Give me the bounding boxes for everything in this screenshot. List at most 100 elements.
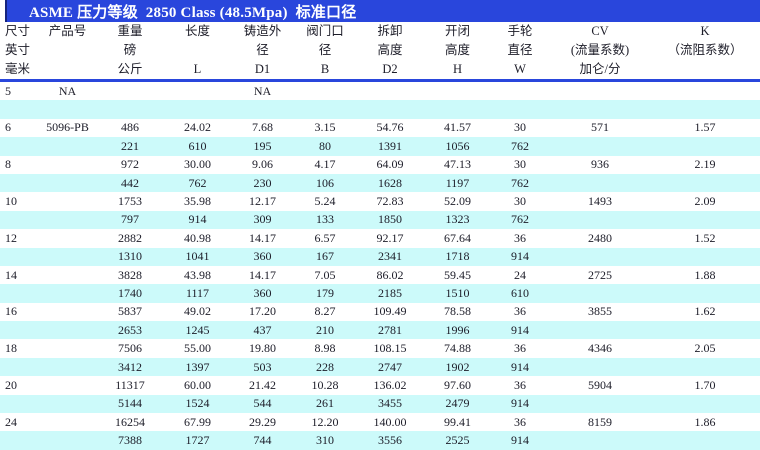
table-cell: 1628 xyxy=(378,175,402,190)
table-cell xyxy=(95,81,165,101)
table-cell: 1718 xyxy=(445,249,470,264)
table-cell: 133 xyxy=(316,212,334,227)
table-cell xyxy=(550,211,650,229)
table-row: 14 3828 43.98 14.17 7.05 86.02 59.45 24 2725 1.88 xyxy=(0,266,760,284)
table-cell xyxy=(40,284,95,302)
header-row: 尺寸 英寸 毫米 产品号 重量磅公斤 长度 L 铸造外径 D1 阀门口径 B 拆卸 高度 D2 开闭 高度 H 手… xyxy=(0,22,760,81)
table-cell: 5904 xyxy=(588,377,612,392)
table-cell: 16 xyxy=(5,304,17,319)
table-cell xyxy=(40,321,95,339)
table-cell: 47.13 xyxy=(444,157,471,172)
table-cell: 1510 xyxy=(445,285,470,300)
table-cell: 5837 xyxy=(118,304,142,319)
table-cell xyxy=(550,100,650,118)
col-header-line: 尺寸 xyxy=(5,24,31,38)
table-cell xyxy=(550,81,650,101)
table-cell xyxy=(40,358,95,376)
table-cell: 1753 xyxy=(118,194,142,209)
table-cell: 43.98 xyxy=(184,267,211,282)
col-header-line: 毫米 xyxy=(5,62,31,76)
table-cell xyxy=(165,100,230,118)
table-cell: 17.20 xyxy=(249,304,276,319)
table-cell: 1.57 xyxy=(694,120,716,135)
table-cell: 67.64 xyxy=(444,230,471,245)
table-cell: 8159 xyxy=(588,414,612,429)
table-cell: 74.88 xyxy=(444,341,471,356)
table-cell: 3855 xyxy=(588,304,612,319)
table-cell xyxy=(40,156,95,174)
table-cell xyxy=(355,81,425,101)
col-header-length: 长度 L xyxy=(165,22,230,81)
table-cell xyxy=(40,100,95,118)
table-cell: 140.00 xyxy=(373,414,407,429)
table-cell: 544 xyxy=(253,396,272,411)
table-cell: 16254 xyxy=(115,414,145,429)
table-row: 10 1753 35.98 12.17 5.24 72.83 52.09 30 1493 2.09 xyxy=(0,192,760,210)
col-header-line: 高度 xyxy=(377,43,403,57)
table-cell: 221 xyxy=(121,138,139,153)
col-header-line: D2 xyxy=(382,62,398,76)
table-cell: 54.76 xyxy=(376,120,404,135)
table-cell: 442 xyxy=(121,175,139,190)
table-cell xyxy=(650,100,760,118)
table-cell: 8.98 xyxy=(314,341,336,356)
table-cell: 67.99 xyxy=(184,414,211,429)
table-cell: 2.05 xyxy=(694,341,716,356)
table-cell: 1397 xyxy=(185,359,210,374)
table-cell xyxy=(40,413,95,431)
col-header-handwheel-dia: 手轮 直径 W xyxy=(490,22,550,81)
table-cell: 30 xyxy=(514,120,526,135)
col-header-line: W xyxy=(514,62,526,76)
table-cell xyxy=(0,431,40,450)
table-cell: 10 xyxy=(5,194,17,209)
table-cell: 78.58 xyxy=(444,304,471,319)
table-cell: 41.57 xyxy=(444,120,471,135)
table-cell: 1056 xyxy=(445,138,470,153)
table-cell: 2653 xyxy=(118,322,142,337)
table-cell: 80 xyxy=(319,138,331,153)
table-cell: 1245 xyxy=(185,322,210,337)
table-cell: 2479 xyxy=(445,396,470,411)
table-cell: 1850 xyxy=(378,212,402,227)
col-header-line: H xyxy=(452,62,463,76)
col-header-line: (流量系数) xyxy=(570,43,630,57)
table-cell: 914 xyxy=(511,359,529,374)
col-header-line: 拆卸 xyxy=(377,24,403,38)
col-header-line: 直径 xyxy=(507,43,533,57)
table-cell: 2882 xyxy=(118,230,142,245)
table-cell: 1041 xyxy=(185,249,210,264)
table-cell: 762 xyxy=(511,212,529,227)
table-cell: 230 xyxy=(253,175,272,190)
table-cell: 360 xyxy=(253,285,272,300)
table-cell: 49.02 xyxy=(184,304,211,319)
table-cell xyxy=(550,395,650,413)
table-row: 12 2882 40.98 14.17 6.57 92.17 67.64 36 2480 1.52 xyxy=(0,229,760,247)
table-row: 1740 1117 360 179 2185 1510 610 xyxy=(0,284,760,303)
table-cell: 1740 xyxy=(118,285,142,300)
table-cell xyxy=(650,321,760,339)
table-cell xyxy=(490,100,550,118)
col-header-line: 阀门口 xyxy=(306,24,344,38)
table-cell: 7388 xyxy=(118,433,142,448)
table-cell xyxy=(355,100,425,118)
table-row: 16 5837 49.02 17.20 8.27 109.49 78.58 36 3855 1.6… xyxy=(0,303,760,321)
table-cell: 1.86 xyxy=(694,414,716,429)
col-header-line: 英寸 xyxy=(5,43,31,57)
table-cell: 18 xyxy=(5,341,17,356)
table-cell: 486 xyxy=(121,120,139,135)
table-cell xyxy=(650,284,760,302)
table-cell xyxy=(165,81,230,101)
table-cell: 99.41 xyxy=(444,414,471,429)
table-row: 221 610 195 80 1391 1056 762 xyxy=(0,137,760,156)
table-cell: 1197 xyxy=(445,175,470,190)
table-cell: 1524 xyxy=(185,396,210,411)
col-header-line xyxy=(165,41,230,60)
col-header-line: CV xyxy=(591,24,609,38)
table-cell: 35.98 xyxy=(184,194,211,209)
col-header-line xyxy=(650,60,760,79)
table-row: 7388 1727 744 310 3556 2525 914 xyxy=(0,431,760,450)
table-cell xyxy=(40,229,95,247)
table-row xyxy=(0,100,760,119)
table-cell: 3828 xyxy=(118,267,142,282)
